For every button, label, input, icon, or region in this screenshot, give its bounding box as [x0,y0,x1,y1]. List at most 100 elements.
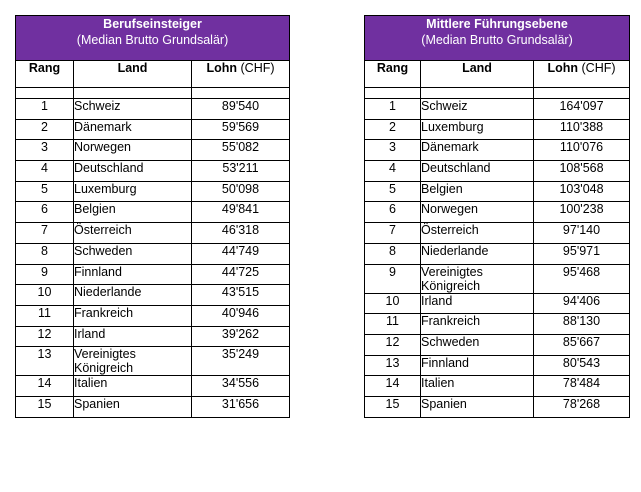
column-header-land: Land [420,60,534,88]
table-row: 5 Belgien 103'048 [364,180,631,203]
table-row: 7 Österreich 97'140 [364,222,631,244]
lohn-cell: 43'515 [190,284,291,306]
land-cell: Vereinigtes Königreich [420,263,534,294]
lohn-cell: 110'076 [532,139,631,162]
rank-cell: 15 [15,395,74,418]
table-title: Mittlere Führungsebene [426,17,568,31]
table-row: 11 Frankreich 88'130 [364,313,631,335]
middle-management-rows: 1 Schweiz 164'097 2 Luxemburg 110'388 3 Dänemar… [364,98,631,418]
rank-cell: 5 [364,180,421,203]
land-cell: Schweden [73,242,192,265]
table-row: 10 Irland 94'406 [364,292,631,315]
column-header-lohn: Lohn (CHF) [532,60,631,88]
column-header-land: Land [73,60,192,88]
land-cell: Dänemark [73,118,192,141]
lohn-label: Lohn [206,61,238,75]
table-row: 15 Spanien 31'656 [15,395,291,418]
column-header-rank: Rang [364,60,421,88]
rank-cell: 11 [364,313,421,335]
lohn-cell: 78'484 [532,375,631,397]
rank-cell: 14 [15,375,74,397]
lohn-cell: 50'098 [190,180,291,203]
lohn-cell: 39'262 [190,325,291,348]
spacer-cell [364,87,421,99]
rank-cell: 4 [15,160,74,182]
land-cell: Italien [73,375,192,397]
land-cell: Spanien [420,395,534,418]
lohn-cell: 35'249 [190,346,291,377]
land-cell: Dänemark [420,139,534,162]
column-header-rank: Rang [15,60,74,88]
land-cell: Norwegen [420,201,534,224]
lohn-cell: 44'725 [190,263,291,286]
table-row: 2 Luxemburg 110'388 [364,118,631,141]
land-cell: Luxemburg [73,180,192,203]
land-cell: Italien [420,375,534,397]
lohn-cell: 78'268 [532,395,631,418]
table-row: 3 Dänemark 110'076 [364,139,631,162]
lohn-cell: 88'130 [532,313,631,335]
land-cell: Österreich [73,222,192,244]
lohn-cell: 34'556 [190,375,291,397]
table-row: 5 Luxemburg 50'098 [15,180,291,203]
lohn-cell: 97'140 [532,222,631,244]
land-cell: Irland [420,292,534,315]
land-cell: Niederlande [73,284,192,306]
table-row: 1 Schweiz 164'097 [364,98,631,120]
land-cell: Frankreich [73,304,192,327]
rank-cell: 12 [364,333,421,356]
entry-level-title-cell: Berufseinsteiger (Median Brutto Grundsal… [14,15,291,61]
rank-cell: 10 [364,292,421,315]
table-row: 14 Italien 78'484 [364,375,631,397]
lohn-cell: 80'543 [532,354,631,377]
land-cell: Belgien [420,180,534,203]
middle-management-salary-table: Mittlere Führungsebene (Median Brutto Gr… [363,15,631,418]
land-cell: Schweden [420,333,534,356]
middle-management-title-cell: Mittlere Führungsebene (Median Brutto Gr… [363,15,631,61]
table-row: 11 Frankreich 40'946 [15,304,291,327]
table-row: 12 Irland 39'262 [15,325,291,348]
lohn-cell: 44'749 [190,242,291,265]
table-row: 9 Finnland 44'725 [15,263,291,286]
table-title: Berufseinsteiger [103,17,202,31]
rank-cell: 14 [364,375,421,397]
spacer-cell [15,87,74,99]
table-row: 1 Schweiz 89'540 [15,98,291,120]
table-row: 13 Vereinigtes Königreich 35'249 [15,346,291,377]
lohn-cell: 100'238 [532,201,631,224]
table-row: 13 Finnland 80'543 [364,354,631,377]
land-cell: Schweiz [73,98,192,120]
rank-cell: 1 [364,98,421,120]
lohn-cell: 46'318 [190,222,291,244]
table-row: 12 Schweden 85'667 [364,333,631,356]
rank-cell: 4 [364,160,421,182]
land-cell: Finnland [73,263,192,286]
rank-cell: 8 [364,242,421,265]
rank-cell: 2 [15,118,74,141]
table-row: 4 Deutschland 53'211 [15,160,291,182]
table-row: 6 Norwegen 100'238 [364,201,631,224]
lohn-cell: 110'388 [532,118,631,141]
rank-cell: 7 [15,222,74,244]
rank-cell: 12 [15,325,74,348]
rank-cell: 15 [364,395,421,418]
spacer-cell [532,87,631,99]
lohn-cell: 59'569 [190,118,291,141]
land-cell: Irland [73,325,192,348]
lohn-cell: 108'568 [532,160,631,182]
rank-cell: 3 [364,139,421,162]
lohn-cell: 94'406 [532,292,631,315]
rank-cell: 1 [15,98,74,120]
land-cell: Niederlande [420,242,534,265]
rank-cell: 6 [364,201,421,224]
lohn-cell: 49'841 [190,201,291,224]
lohn-cell: 85'667 [532,333,631,356]
lohn-cell: 164'097 [532,98,631,120]
table-row: 15 Spanien 78'268 [364,395,631,418]
lohn-cell: 31'656 [190,395,291,418]
table-subtitle: (Median Brutto Grundsalär) [76,33,229,47]
lohn-cell: 53'211 [190,160,291,182]
land-cell: Schweiz [420,98,534,120]
land-cell: Vereinigtes Königreich [73,346,192,377]
currency-unit: (CHF) [581,61,616,75]
